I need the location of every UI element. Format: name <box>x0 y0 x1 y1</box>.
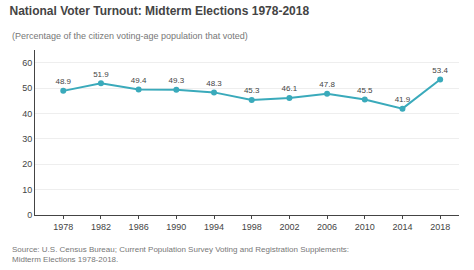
svg-text:45.5: 45.5 <box>357 86 373 95</box>
svg-text:1978: 1978 <box>53 222 73 232</box>
svg-text:0: 0 <box>27 210 32 220</box>
svg-text:49.4: 49.4 <box>131 76 147 85</box>
svg-text:40: 40 <box>22 109 32 119</box>
svg-text:2010: 2010 <box>355 222 375 232</box>
svg-text:30: 30 <box>22 134 32 144</box>
svg-text:45.3: 45.3 <box>244 86 260 95</box>
svg-text:Source: U.S. Census Bureau; Cu: Source: U.S. Census Bureau; Current Popu… <box>12 245 349 264</box>
svg-text:2014: 2014 <box>392 222 412 232</box>
svg-text:47.8: 47.8 <box>319 80 335 89</box>
svg-text:National Voter Turnout: Midter: National Voter Turnout: Midterm Election… <box>9 4 309 18</box>
svg-text:20: 20 <box>22 159 32 169</box>
svg-text:60: 60 <box>22 58 32 68</box>
svg-text:51.9: 51.9 <box>93 70 109 79</box>
svg-text:1998: 1998 <box>242 222 262 232</box>
svg-text:48.9: 48.9 <box>55 77 71 86</box>
svg-text:10: 10 <box>22 185 32 195</box>
svg-text:1994: 1994 <box>204 222 224 232</box>
svg-text:2018: 2018 <box>430 222 450 232</box>
svg-text:46.1: 46.1 <box>282 84 298 93</box>
svg-text:48.3: 48.3 <box>206 79 222 88</box>
svg-text:41.9: 41.9 <box>395 95 411 104</box>
svg-text:1990: 1990 <box>166 222 186 232</box>
svg-text:53.4: 53.4 <box>432 66 448 75</box>
svg-text:2002: 2002 <box>279 222 299 232</box>
svg-text:50: 50 <box>22 83 32 93</box>
svg-text:1982: 1982 <box>91 222 111 232</box>
svg-text:1986: 1986 <box>129 222 149 232</box>
svg-text:(Percentage of the citizen vot: (Percentage of the citizen voting-age po… <box>12 31 248 41</box>
svg-text:49.3: 49.3 <box>169 76 185 85</box>
svg-text:2006: 2006 <box>317 222 337 232</box>
